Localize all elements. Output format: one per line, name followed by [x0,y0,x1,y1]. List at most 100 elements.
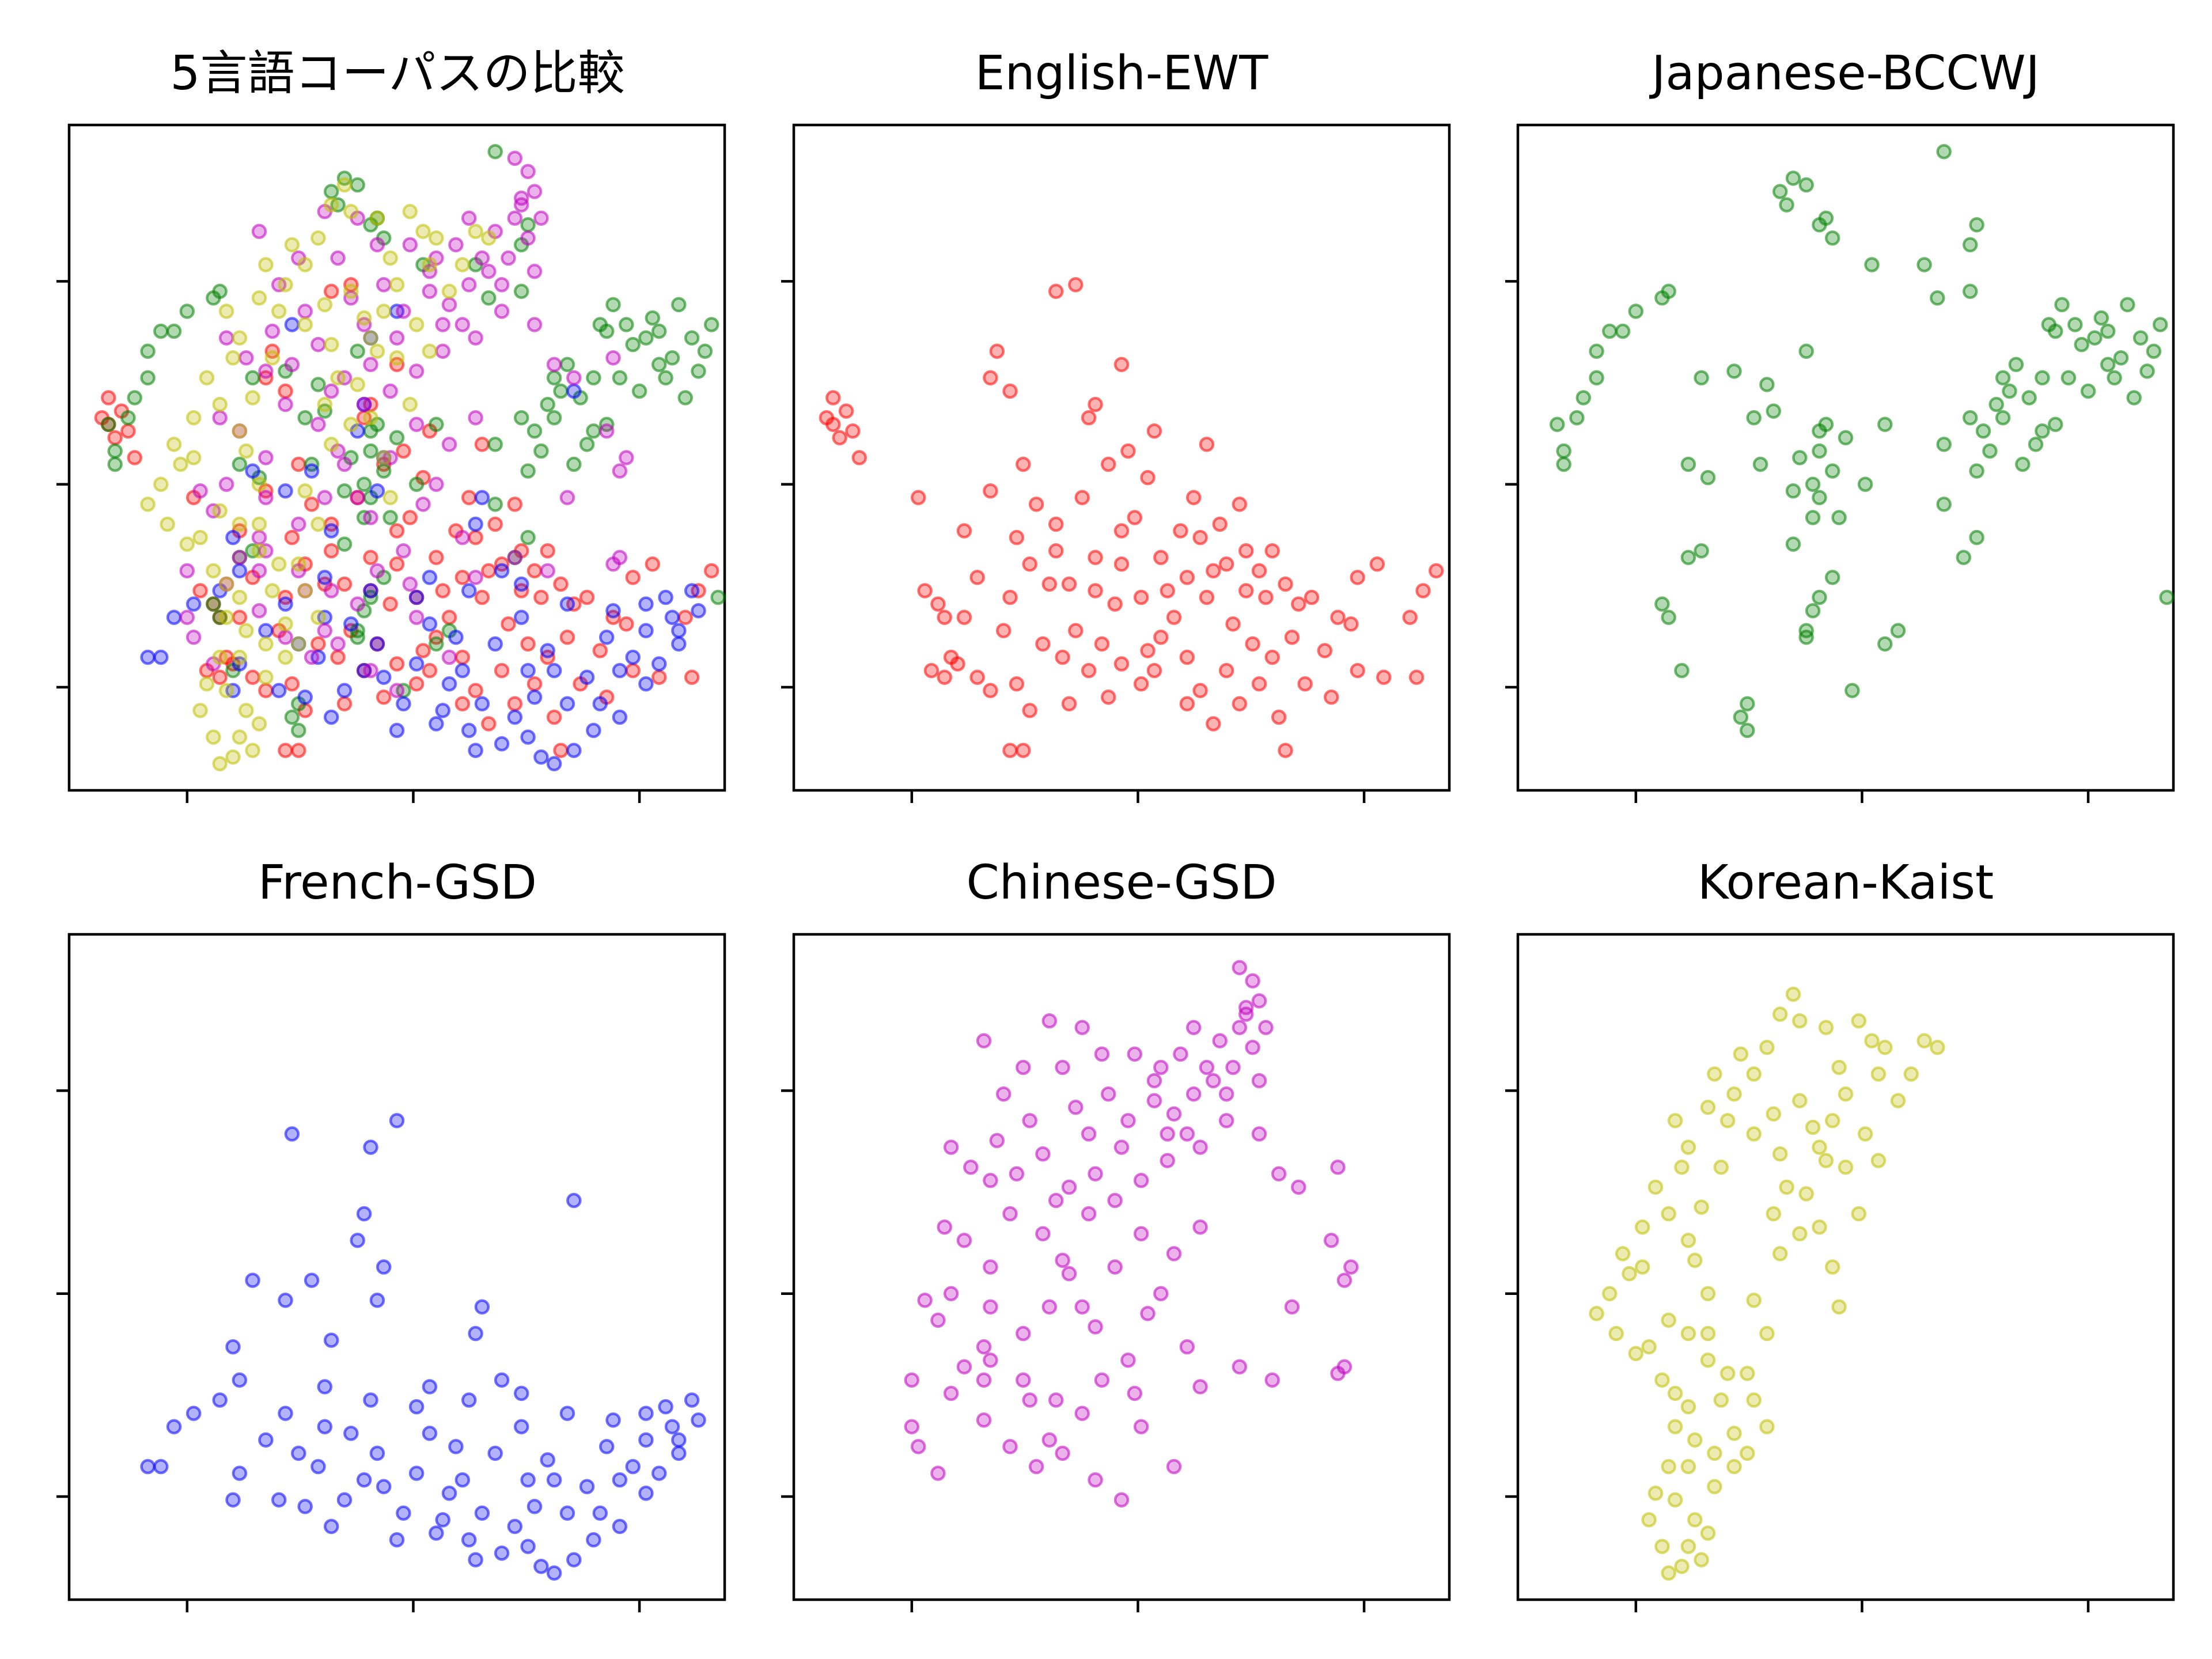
scatter-point [1844,683,1860,699]
scatter-point [1232,960,1248,976]
scatter-point [1733,1046,1749,1062]
scatter-point [513,1419,529,1434]
scatter-point [1962,237,1978,253]
scatter-point [1962,410,1978,426]
scatter-point [454,662,471,679]
scatter-point [297,690,313,705]
scatter-point [258,257,274,272]
scatter-point [1028,497,1044,512]
scatter-point [546,1565,562,1581]
scatter-point [651,357,667,373]
scatter-point [258,1432,274,1448]
axis-ticks [1505,280,2090,803]
scatter-point [454,529,471,546]
scatter-point [376,1259,392,1275]
scatter-point [1766,403,1782,419]
panel-title: Korean-Kaist [1698,855,1994,910]
scatter-point [468,330,483,346]
scatter-point [671,1445,687,1461]
scatter-point [1759,377,1775,392]
scatter-point [520,729,536,745]
scatter-point [336,177,353,193]
scatter-point [1100,1086,1116,1102]
scatter-point [494,276,510,293]
scatter-point [369,1445,385,1461]
scatter-point [1713,1160,1729,1175]
scatter-point [1687,1512,1703,1528]
scatter-point [1074,1020,1090,1035]
scatter-point [408,609,425,625]
scatter-point [969,570,985,585]
scatter-point [703,317,719,332]
scatter-point [1700,1352,1716,1368]
scatter-point [454,257,471,272]
scatter-point [291,636,306,652]
scatter-point [396,696,411,712]
scatter-point [1218,1113,1234,1128]
scatter-point [507,709,523,725]
scatter-point [1680,1139,1696,1155]
scatter-point [258,636,274,652]
scatter-point [1719,1113,1736,1128]
axis-ticks [1505,1089,2090,1612]
scatter-point [225,350,241,366]
scatter-point [1185,490,1202,506]
scatter-point [1127,1385,1143,1402]
scatter-point [369,343,385,359]
scatter-point [376,669,392,685]
scatter-point [917,583,933,599]
scatter-point [468,410,483,426]
scatter-point [389,656,405,672]
scatter-point [363,662,378,679]
scatter-point [284,357,300,373]
scatter-point [212,756,228,772]
scatter-point [245,370,260,386]
scatter-point [153,323,169,339]
scatter-point [323,283,339,300]
scatter-point [1694,370,1709,386]
axis-ticks [781,1089,1366,1612]
scatter-point [212,1392,228,1408]
scatter-point [1100,456,1116,472]
scatter-point [1746,1066,1762,1082]
scatter-point [1772,1246,1788,1262]
scatter-point [651,669,667,685]
scatter-point [1746,410,1762,426]
scatter-point [1661,1565,1676,1581]
scatter-point [1831,1059,1847,1075]
scatter-point [520,463,536,479]
scatter-point [1615,323,1631,339]
scatter-point [1615,1246,1631,1262]
scatter-point [232,729,248,745]
scatter-point [533,749,549,765]
scatter-point [917,1293,933,1308]
scatter-point [304,463,320,479]
scatter-point [533,589,549,605]
scatter-point [1740,1445,1755,1461]
scatter-point [638,1485,654,1501]
scatter-point [1291,596,1306,612]
scatter-point [1245,973,1260,989]
scatter-point [408,676,425,692]
scatter-point [1153,550,1169,566]
scatter-points [94,143,726,772]
scatter-point [323,709,339,725]
scatter-point [185,596,202,612]
scatter-point [278,396,293,412]
scatter-point [1628,304,1644,319]
scatter-point [1661,609,1676,625]
scatter-point [389,330,405,346]
scatter-point [1081,662,1097,679]
scatter-point [527,563,543,579]
scatter-point [1225,616,1241,632]
scatter-point [363,1139,378,1155]
scatter-point [1323,690,1339,705]
scatter-point [310,230,326,246]
scatter-point [284,1126,300,1142]
scatter-point [1667,1419,1683,1434]
scatter-point [356,396,372,412]
scatter-point [1680,1399,1696,1415]
scatter-point [684,1392,700,1408]
scatter-point [612,709,628,725]
